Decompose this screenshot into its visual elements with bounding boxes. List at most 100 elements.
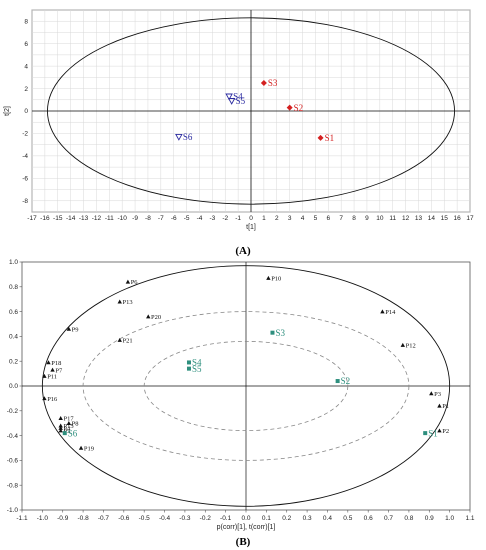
panel-b-x-tick-label: -0.3 (179, 515, 191, 522)
panel-a-x-tick-label: -9 (132, 215, 138, 222)
panel-b-point-marker-p20 (146, 314, 151, 319)
panel-b-point-label-p4: P4 (63, 426, 71, 433)
panel-a-point-label-s5: S5 (236, 96, 246, 106)
panel-a-x-tick-label: 10 (376, 215, 384, 222)
panel-a-x-tick-label: 4 (301, 215, 305, 222)
panel-a-x-tick-label: -14 (66, 215, 76, 222)
panel-a-ellipse-outline (47, 17, 455, 205)
panel-a-x-tick-label: 2 (275, 215, 279, 222)
panel-b-x-tick-label: -1.1 (16, 515, 28, 522)
panel-a-x-tick-label: -8 (145, 215, 151, 222)
panel-b-point-label-p6: P6 (131, 279, 139, 286)
panel-b-x-tick-label: -0.5 (139, 515, 151, 522)
panel-a-x-tick-label: 0 (249, 215, 253, 222)
panel-b-point-marker-p4 (58, 425, 63, 430)
panel-a-x-tick-label: 3 (288, 215, 292, 222)
panel-a-caption: (A) (235, 245, 251, 257)
panel-b-point-marker-s6 (62, 431, 67, 436)
panel-b-point-label-p3: P3 (434, 391, 441, 398)
panel-a-y-tick-label: -2 (22, 131, 28, 138)
panel-b-point-marker-p19 (78, 445, 84, 450)
panel-b-point-label-s4: S4 (192, 358, 202, 368)
panel-b-y-tick-label: -1.0 (7, 507, 19, 514)
panel-a-x-tick-label: -12 (92, 215, 102, 222)
panel-b-point-marker-p7 (50, 367, 55, 372)
panel-b-y-tick-label: 0.8 (9, 284, 18, 291)
panel-b-x-tick-label: -0.9 (57, 515, 69, 522)
panel-a-x-tick-label: -2 (222, 215, 228, 222)
panel-a-x-tick-label: 14 (428, 215, 436, 222)
panel-a-x-tick-label: 9 (365, 215, 369, 222)
panel-b-point-marker-s1 (423, 431, 428, 436)
panel-a-point-marker-s6 (175, 133, 183, 141)
panel-a-zero-axes (32, 10, 470, 212)
panel-b-x-tick-label: 0.8 (404, 515, 413, 522)
panel-a-x-tick-label: 16 (454, 215, 462, 222)
panel-b-x-tick-label: -0.6 (118, 515, 130, 522)
panel-b-point-label-p7: P7 (55, 367, 63, 374)
panel-b-point-label-p15: P15 (63, 423, 73, 430)
panel-a-x-tick-label: -15 (53, 215, 63, 222)
panel-a-x-tick-label: 5 (314, 215, 318, 222)
panel-a-x-axis-label: t[1] (246, 224, 256, 231)
panel-b-point-marker-p5 (58, 428, 63, 433)
panel-a-x-tick-label: -13 (79, 215, 89, 222)
panel-b-point-marker-s4 (186, 360, 191, 365)
panel-b-y-tick-label: 1.0 (9, 259, 18, 266)
panel-b-x-tick-label: 0.1 (262, 515, 271, 522)
panel-b-ellipse-1 (41, 265, 451, 507)
panel-a-point-marker-s3 (260, 79, 267, 86)
panel-a-x-tick-label: -6 (171, 215, 177, 222)
panel-b-ellipses (41, 265, 451, 507)
panel-b-point-label-p20: P20 (151, 314, 161, 321)
panel-b-point-marker-p11 (42, 373, 47, 378)
panel-b-point-label-p14: P14 (385, 309, 396, 316)
panel-a-y-tick-label: 0 (24, 108, 28, 115)
panel-b-point-label-p2: P2 (442, 428, 449, 435)
panel-a-x-tick-label: -4 (197, 215, 203, 222)
panel-b-point-marker-p21 (117, 337, 122, 342)
panel-b-point-label-p8: P8 (72, 421, 79, 428)
panel-b-point-label-s6: S6 (68, 428, 78, 438)
panel-b-point-label-p18: P18 (51, 360, 61, 367)
panel-a-point-label-s4: S4 (233, 92, 243, 102)
panel-b-x-tick-label: -0.1 (220, 515, 232, 522)
panel-b-x-tick-label: 1.0 (445, 515, 454, 522)
panel-a-y-tick-label: 8 (24, 18, 28, 25)
panel-b-point-marker-p16 (42, 396, 47, 401)
panel-a-x-tick-labels: -17 -16 -15 -14 -13 -12 -11 -10 -9 -8 -7 -6 -5 -4 -3 -2… (27, 215, 474, 222)
panel-b-point-label-p16: P16 (47, 396, 58, 403)
panel-b-y-tick-label: 0.4 (9, 334, 18, 341)
panel-a-x-tick-label: 13 (415, 215, 423, 222)
panel-a-x-tick-label: -16 (40, 215, 50, 222)
panel-b-point-label-p12: P12 (406, 342, 416, 349)
panel-b-point-marker-p14 (380, 309, 385, 314)
panel-b-point-label-s2: S2 (341, 376, 351, 386)
panel-b-x-tick-label: -0.7 (98, 515, 110, 522)
panel-a-x-tick-label: 7 (339, 215, 343, 222)
panel-a-x-tick-label: 6 (326, 215, 330, 222)
panel-a-x-tick-label: 1 (262, 215, 266, 222)
panel-a-y-tick-label: -4 (22, 153, 28, 160)
panel-b-point-marker-p10 (266, 275, 271, 280)
panel-b-point-marker-p6 (125, 279, 131, 284)
panel-a-y-tick-label: -8 (22, 198, 28, 205)
panel-b-loading-plot: -1.1 -1.0 -0.9 -0.8 -0.7 -0.6 -0.5 -0.4 -0.3 -0.2… (7, 259, 475, 548)
panel-b-ellipse-3 (143, 340, 349, 432)
panel-b-ellipse-2 (82, 311, 410, 461)
panel-a-x-tick-label: 17 (466, 215, 474, 222)
panel-b-point-label-p13: P13 (123, 299, 133, 306)
panel-b-point-label-s1: S1 (428, 428, 438, 438)
panel-b-x-tick-label: 0.3 (303, 515, 312, 522)
panel-b-y-tick-labels: -1.0 -0.8 -0.6 -0.4 -0.2 0.0 0.2 0.4 0.6 0.8 1.0 (7, 259, 22, 514)
panel-b-y-tick-label: 0.2 (9, 358, 18, 365)
panel-b-x-tick-label: 0.0 (241, 515, 250, 522)
panel-a-x-tick-label: -5 (184, 215, 190, 222)
panel-b-point-marker-s5 (186, 366, 191, 371)
panel-b-point-marker-s2 (335, 379, 340, 384)
panel-b-x-tick-label: 0.2 (282, 515, 291, 522)
panel-b-point-label-s3: S3 (275, 328, 285, 338)
